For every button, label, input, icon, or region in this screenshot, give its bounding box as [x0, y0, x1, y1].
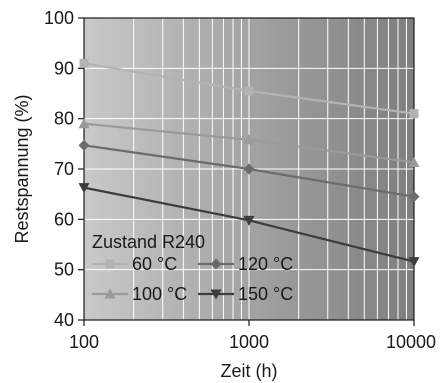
data-point	[408, 257, 420, 268]
data-point	[104, 288, 116, 299]
data-point	[78, 118, 90, 129]
y-tick-label: 80	[54, 109, 74, 129]
y-tick-label: 40	[54, 310, 74, 330]
data-point	[243, 163, 255, 175]
legend-entry: 100 °C	[92, 284, 187, 304]
data-point	[243, 134, 255, 145]
y-tick-label: 90	[54, 58, 74, 78]
data-point	[79, 58, 89, 68]
data-point	[243, 215, 255, 226]
legend-entry: 120 °C	[198, 254, 293, 274]
legend-label: 120 °C	[238, 254, 293, 274]
data-point	[408, 156, 420, 167]
legend-entry: 150 °C	[198, 284, 293, 304]
legend-label: 60 °C	[132, 254, 177, 274]
data-point	[78, 139, 90, 151]
x-tick-label: 10000	[386, 332, 436, 352]
x-tick-label: 100	[69, 332, 99, 352]
y-tick-label: 100	[44, 8, 74, 28]
x-axis-title: Zeit (h)	[220, 361, 277, 381]
data-point	[408, 191, 420, 203]
data-point	[78, 183, 90, 194]
series-3	[78, 183, 420, 268]
legend-entry: 60 °C	[92, 254, 177, 274]
data-point	[210, 258, 222, 270]
y-axis-title: Restspannung (%)	[12, 94, 32, 243]
legend-label: 150 °C	[238, 284, 293, 304]
data-point	[244, 86, 254, 96]
data-point	[105, 259, 115, 269]
y-tick-label: 70	[54, 159, 74, 179]
y-tick-label: 50	[54, 260, 74, 280]
y-tick-label: 60	[54, 209, 74, 229]
legend: Zustand R240 60 °C 100 °C 120 °C 150 °C	[92, 232, 293, 304]
series-group	[78, 58, 420, 268]
data-point	[210, 289, 222, 300]
x-tick-label: 1000	[229, 332, 269, 352]
series-0	[79, 58, 419, 119]
legend-title: Zustand R240	[92, 232, 205, 252]
series-2	[78, 139, 420, 203]
data-point	[409, 109, 419, 119]
series-1	[78, 118, 420, 167]
axis-ticks: 40 50 60 70 80 90 100 100 1000 10000	[44, 8, 436, 352]
legend-label: 100 °C	[132, 284, 187, 304]
